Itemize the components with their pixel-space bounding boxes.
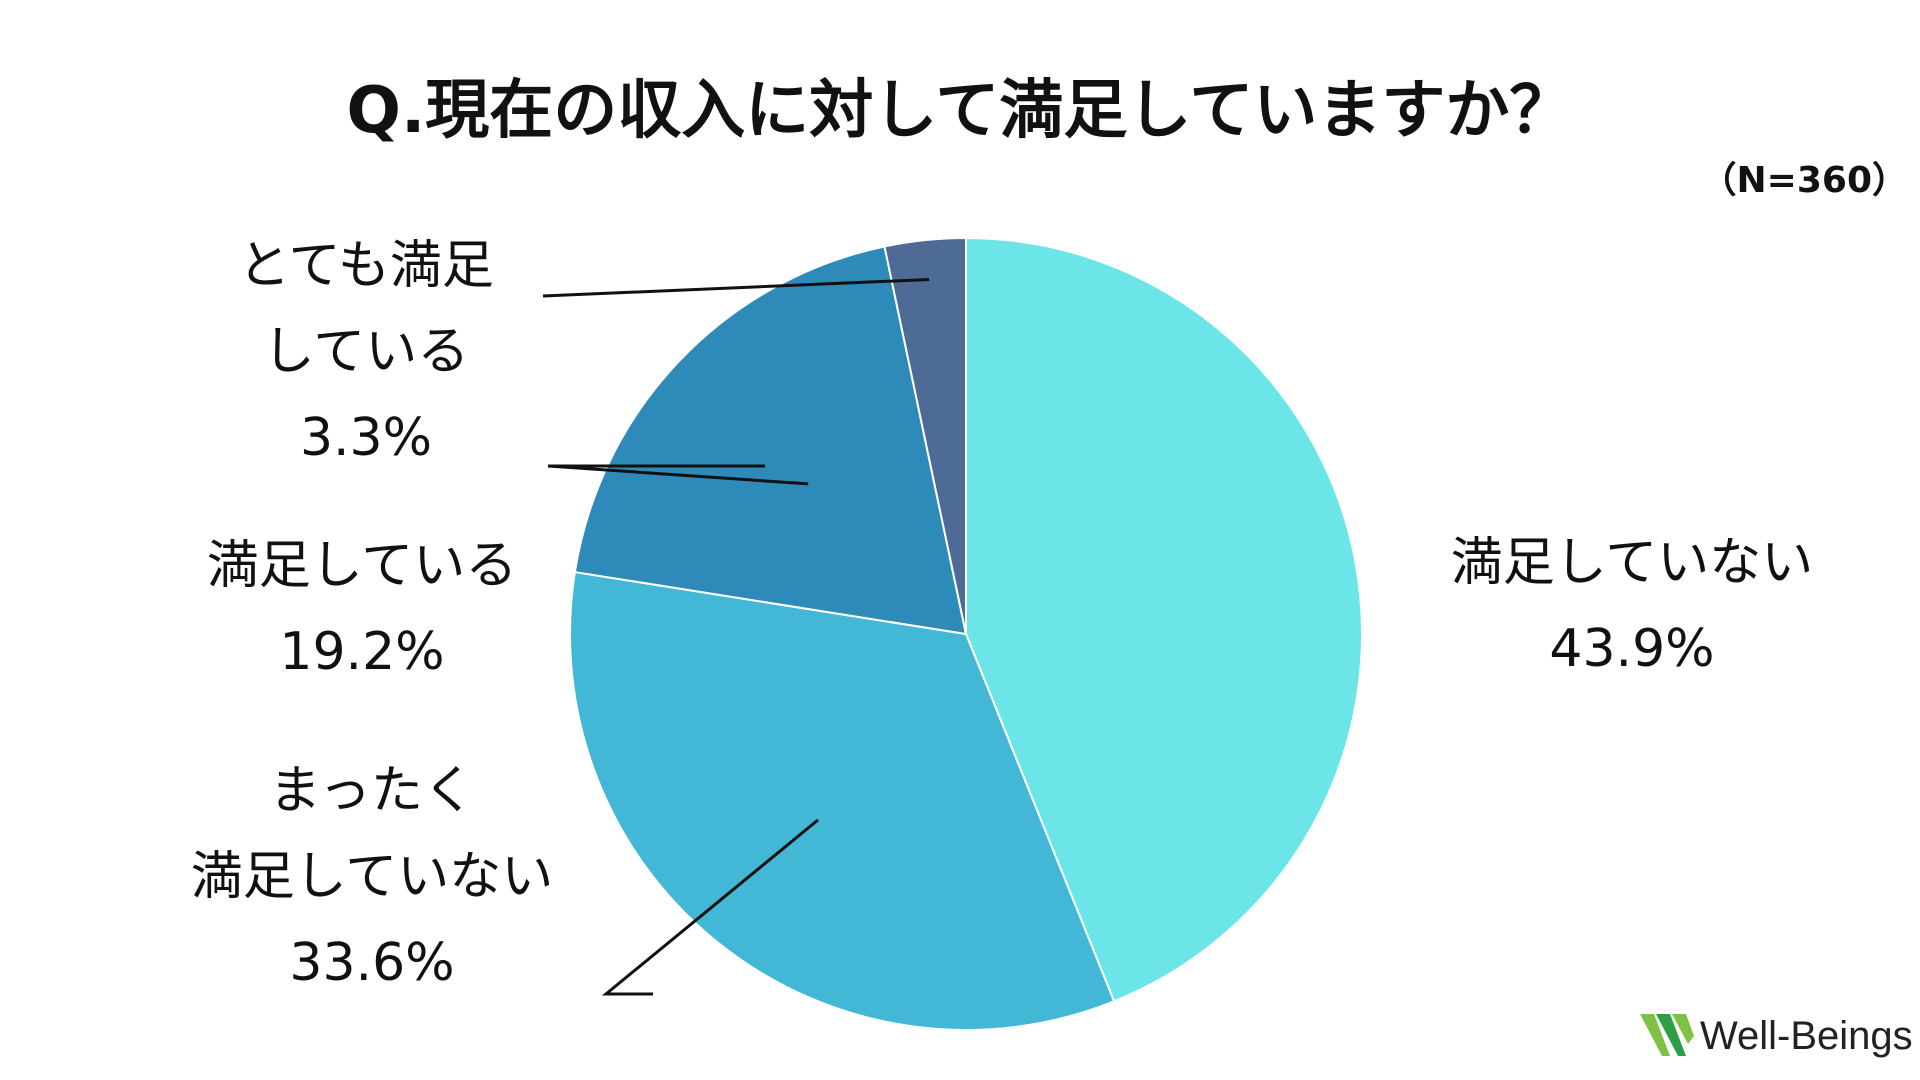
slice-category-label-4: している — [263, 322, 469, 382]
slice-category-label-1: 満足していない — [1451, 533, 1813, 593]
leader-line-3 — [547, 464, 809, 486]
leader-line-2 — [601, 818, 819, 996]
pie-slice-4 — [883, 236, 967, 635]
well-beings-logo-icon — [1640, 1014, 1694, 1056]
brand-name: Well-Beings — [1700, 1014, 1913, 1058]
leader-lines — [542, 278, 930, 996]
slice-labels: 満足していない43.9%まったく満足していない33.6%満足している19.2%と… — [191, 236, 1813, 993]
chart-title: Q.現在の収入に対して満足していますか？ — [347, 74, 1574, 148]
pie-slice-1 — [965, 236, 1363, 1003]
slice-category-label-3: 満足している — [207, 536, 517, 596]
brand-logo: Well-Beings — [1640, 1014, 1913, 1058]
leader-line-4 — [542, 278, 930, 298]
slice-category-label-4: とても満足 — [238, 236, 494, 296]
pie-slice-3 — [573, 245, 968, 636]
slice-value-label-3: 19.2% — [279, 622, 444, 682]
slice-category-label-2: まったく — [269, 761, 475, 821]
slice-value-label-2: 33.6% — [289, 933, 454, 993]
pie-slice-2 — [569, 570, 1116, 1031]
pie-slices — [569, 236, 1363, 1031]
sample-size-label: （N=360） — [1701, 160, 1908, 201]
slice-value-label-4: 3.3% — [300, 408, 432, 468]
slice-value-label-1: 43.9% — [1549, 619, 1714, 679]
slice-category-label-2: 満足していない — [191, 847, 553, 907]
